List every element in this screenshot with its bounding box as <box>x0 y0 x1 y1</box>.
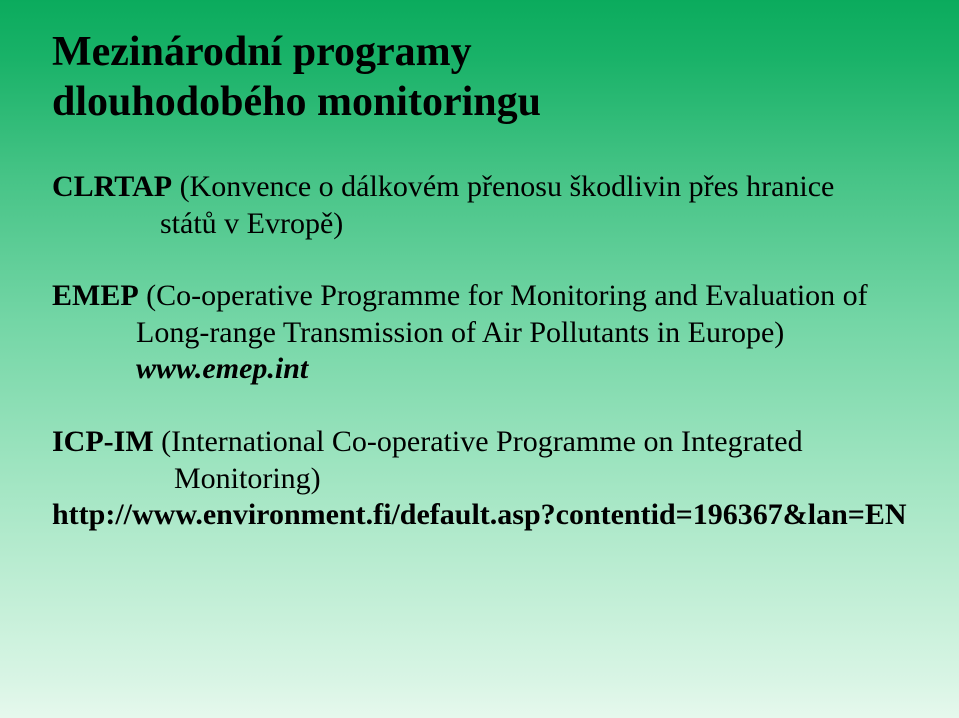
icpim-url: http://www.environment.fi/default.asp?co… <box>52 498 907 531</box>
title-line-2: dlouhodobého monitoringu <box>52 79 541 125</box>
acronym-emep: EMEP <box>52 279 139 312</box>
emep-text-2: Long-range Transmission of Air Pollutant… <box>52 316 784 349</box>
clrtap-text-2: států v Evropě) <box>52 207 343 240</box>
acronym-icpim: ICP-IM <box>52 425 154 458</box>
emep-text-1: (Co-operative Programme for Monitoring a… <box>139 279 868 312</box>
clrtap-text-1: (Konvence o dálkovém přenosu škodlivin p… <box>172 170 834 203</box>
paragraph-clrtap: CLRTAP (Konvence o dálkovém přenosu škod… <box>52 169 907 242</box>
icpim-text-1: (International Co-operative Programme on… <box>154 425 803 458</box>
icpim-text-2: Monitoring) <box>52 462 321 495</box>
paragraph-icpim: ICP-IM (International Co-operative Progr… <box>52 424 907 534</box>
slide: Mezinárodní programy dlouhodobého monito… <box>0 0 959 590</box>
title-line-1: Mezinárodní programy <box>52 29 472 75</box>
slide-title: Mezinárodní programy dlouhodobého monito… <box>52 28 907 127</box>
acronym-clrtap: CLRTAP <box>52 170 172 203</box>
emep-url: www.emep.int <box>52 352 308 385</box>
paragraph-emep: EMEP (Co-operative Programme for Monitor… <box>52 278 907 388</box>
